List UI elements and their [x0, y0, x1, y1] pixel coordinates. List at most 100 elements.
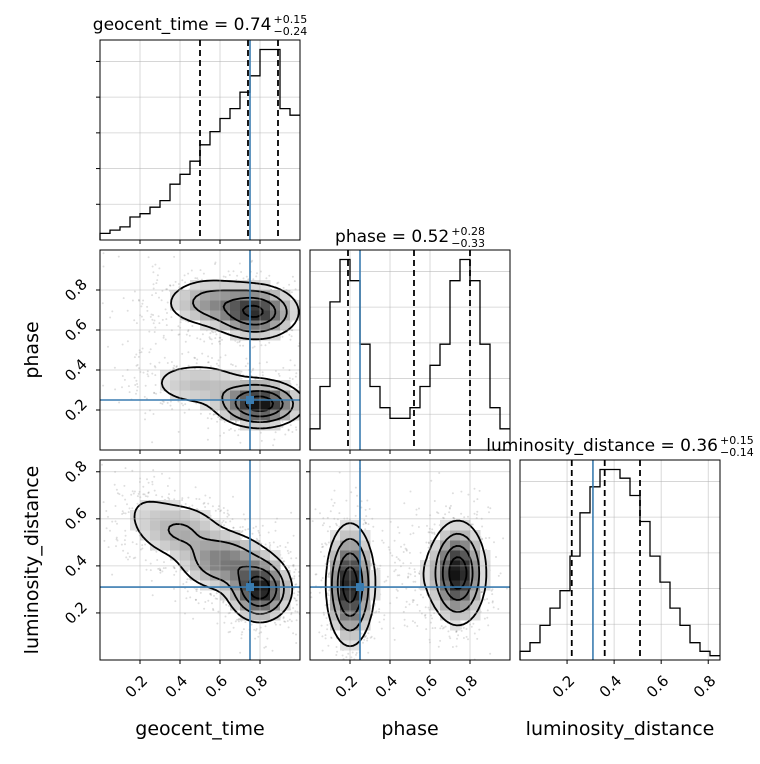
sample-point: [213, 594, 215, 597]
sample-point: [114, 505, 117, 507]
sample-point: [447, 630, 450, 633]
sample-point: [214, 261, 217, 264]
sample-point: [160, 299, 163, 302]
sample-point: [172, 284, 175, 287]
sample-point: [173, 573, 176, 576]
sample-point: [145, 568, 148, 571]
sample-point: [166, 485, 169, 487]
sample-point: [472, 622, 475, 625]
sample-point: [234, 620, 237, 623]
sample-point: [102, 265, 105, 268]
sample-point: [376, 567, 379, 570]
sample-point: [227, 270, 230, 273]
sample-point: [323, 613, 325, 616]
sample-point: [273, 621, 276, 624]
sample-point: [241, 631, 244, 634]
sample-point: [204, 494, 207, 497]
sample-point: [250, 623, 253, 626]
sample-point: [212, 607, 214, 610]
sample-point: [239, 344, 242, 347]
sample-point: [295, 603, 298, 606]
sample-point: [232, 526, 235, 529]
sample-point: [152, 469, 155, 472]
sample-point: [318, 591, 321, 594]
sample-point: [154, 292, 157, 295]
sample-point: [153, 331, 156, 333]
sample-point: [320, 579, 323, 582]
sample-point: [327, 572, 330, 575]
sample-point: [177, 283, 180, 285]
sample-point: [116, 539, 119, 542]
sample-point: [455, 631, 458, 633]
sample-point: [140, 305, 143, 308]
sample-point: [161, 318, 164, 321]
sample-point: [451, 646, 454, 648]
sample-point: [124, 534, 127, 537]
sample-point: [247, 278, 250, 281]
sample-point: [136, 363, 139, 366]
sample-point: [149, 562, 152, 565]
sample-point: [135, 543, 138, 546]
sample-point: [133, 356, 136, 359]
sample-point: [214, 337, 217, 340]
sample-point: [383, 614, 386, 617]
sample-point: [393, 539, 396, 542]
sample-point: [155, 282, 158, 285]
sample-point: [218, 505, 220, 508]
sample-point: [186, 590, 189, 593]
sample-point: [363, 519, 366, 522]
sample-point: [238, 262, 241, 265]
sample-point: [391, 554, 394, 557]
sample-point: [267, 531, 270, 534]
sample-point: [252, 278, 255, 281]
sample-point: [149, 362, 152, 365]
sample-point: [378, 610, 380, 613]
sample-point: [208, 496, 211, 499]
sample-point: [152, 314, 155, 316]
sample-point: [266, 637, 269, 640]
sample-point: [229, 520, 232, 523]
sample-point: [294, 375, 297, 378]
sample-point: [414, 575, 417, 578]
sample-point: [255, 525, 257, 528]
sample-point: [199, 591, 202, 594]
sample-point: [238, 617, 241, 620]
sample-point: [252, 527, 255, 529]
sample-point: [290, 291, 293, 294]
sample-point: [159, 402, 162, 405]
sample-point: [192, 617, 195, 620]
sample-point: [121, 386, 123, 389]
sample-point: [228, 274, 231, 276]
sample-point: [321, 543, 323, 546]
sample-point: [166, 401, 169, 404]
sample-point: [396, 574, 399, 577]
sample-point: [473, 632, 476, 635]
sample-point: [385, 579, 388, 582]
sample-point: [216, 622, 219, 625]
sample-point: [440, 625, 443, 628]
sample-point: [355, 652, 358, 654]
sample-point: [144, 412, 147, 415]
sample-point: [143, 493, 146, 496]
sample-point: [335, 524, 338, 527]
sample-point: [486, 598, 489, 600]
sample-point: [236, 274, 239, 277]
sample-point: [213, 413, 216, 416]
sample-point: [319, 512, 321, 515]
sample-point: [175, 570, 178, 573]
sample-point: [314, 508, 317, 511]
sample-point: [290, 335, 293, 338]
sample-point: [165, 324, 168, 327]
sample-point: [146, 373, 149, 376]
sample-point: [395, 588, 398, 591]
sample-point: [168, 477, 171, 480]
sample-point: [181, 499, 184, 501]
sample-point: [103, 539, 106, 542]
sample-point: [467, 515, 469, 518]
sample-point: [181, 497, 184, 500]
sample-point: [137, 492, 140, 495]
sample-point: [261, 374, 264, 377]
sample-point: [286, 549, 289, 552]
sample-point: [414, 580, 417, 583]
sample-point: [131, 299, 134, 302]
